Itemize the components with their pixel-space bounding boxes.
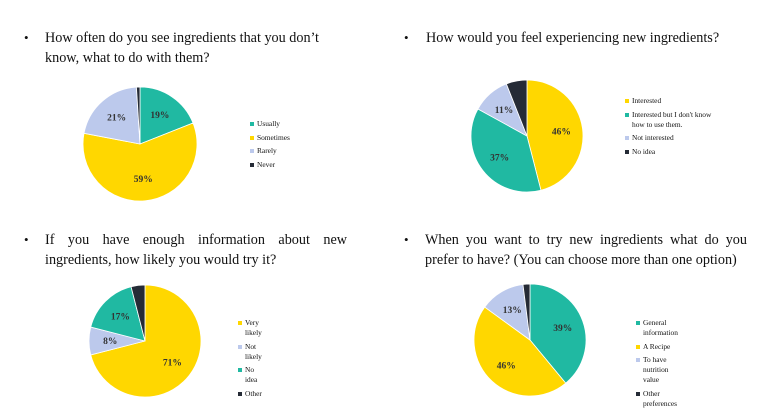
pie-slice-very-likely bbox=[90, 284, 202, 398]
chart-title: If you have enough information about new… bbox=[45, 230, 347, 270]
legend-label: Other preferences bbox=[643, 388, 678, 408]
legend-swatch bbox=[238, 368, 242, 372]
legend-item: Usually bbox=[250, 119, 290, 129]
legend-label: No idea bbox=[632, 146, 656, 156]
legend-label: Usually bbox=[257, 119, 280, 128]
legend-label: Very likely bbox=[245, 318, 262, 337]
data-label: 37% bbox=[490, 153, 509, 163]
pie-slice-rarely bbox=[83, 86, 141, 145]
data-label: 19% bbox=[150, 111, 169, 121]
legend-item: Not interested bbox=[625, 133, 720, 143]
data-label: 39% bbox=[553, 324, 572, 334]
chart-legend: Interested Interested but I don't know ho… bbox=[625, 96, 720, 160]
pie-chart: 71% 8% 17% bbox=[88, 284, 202, 398]
bullet: • bbox=[404, 232, 409, 247]
legend-item: Very likely bbox=[238, 318, 262, 338]
data-label: 46% bbox=[552, 128, 571, 138]
bullet: • bbox=[24, 30, 29, 45]
pie-chart: 39% 46% 13% bbox=[473, 283, 587, 397]
data-label: 71% bbox=[163, 358, 182, 368]
pie-slice-usually bbox=[139, 86, 194, 145]
pie-chart: 19% 59% 21% bbox=[82, 86, 198, 202]
chart-title: When you want to try new ingredients wha… bbox=[425, 230, 747, 270]
chart-title-line: prefer to have? (You can choose more tha… bbox=[425, 252, 737, 268]
legend-label: A Recipe bbox=[643, 341, 671, 351]
legend-label: General information bbox=[643, 318, 678, 337]
chart-title: How often do you see ingredients that yo… bbox=[45, 28, 345, 68]
legend-label: Sometimes bbox=[257, 132, 290, 142]
pie-chart: 46% 37% 11% bbox=[470, 79, 584, 193]
legend-label: Not interested bbox=[632, 133, 674, 142]
legend-swatch bbox=[625, 149, 629, 154]
legend-swatch bbox=[625, 99, 629, 103]
pie-slice-no-idea bbox=[90, 286, 146, 342]
legend-swatch bbox=[250, 122, 254, 126]
legend-swatch bbox=[636, 391, 640, 396]
legend-swatch bbox=[250, 149, 254, 153]
legend-swatch bbox=[238, 391, 242, 396]
data-label: 8% bbox=[103, 337, 117, 347]
legend-item: Other bbox=[238, 389, 262, 399]
chart-legend: Very likely Not likely No idea Other bbox=[238, 318, 262, 402]
pie-slice-interested bbox=[526, 79, 584, 191]
legend-swatch bbox=[636, 321, 640, 325]
chart-legend: Usually Sometimes Rarely Never bbox=[250, 119, 290, 173]
pie-slice-sometimes bbox=[82, 122, 198, 202]
legend-item: Interested but I don't know how to use t… bbox=[625, 110, 720, 130]
pie-slice-never bbox=[135, 86, 141, 145]
legend-label: Interested bbox=[632, 96, 662, 105]
chart-title-line: When you want to try new ingredients wha… bbox=[425, 232, 747, 248]
legend-swatch bbox=[238, 321, 242, 325]
bullet: • bbox=[404, 30, 409, 45]
chart-title-line: How often do you see ingredients that yo… bbox=[45, 30, 319, 46]
chart-title-line: If you have enough information about new bbox=[45, 232, 347, 248]
pie-slice-general-information bbox=[529, 283, 587, 384]
data-label: 11% bbox=[495, 106, 513, 116]
legend-label: Never bbox=[257, 159, 276, 169]
legend-label: No idea bbox=[245, 365, 258, 384]
legend-item: A Recipe bbox=[636, 342, 678, 352]
legend-label: To have nutrition value bbox=[643, 355, 669, 384]
data-label: 17% bbox=[111, 312, 130, 322]
legend-swatch bbox=[238, 344, 242, 349]
legend-item: Rarely bbox=[250, 146, 290, 156]
legend-item: Never bbox=[250, 160, 290, 170]
pie-slice-a-recipe bbox=[473, 306, 567, 397]
legend-item: No idea bbox=[625, 147, 720, 157]
legend-swatch bbox=[625, 136, 629, 140]
chart-title-line: How would you feel experiencing new ingr… bbox=[426, 30, 720, 46]
legend-item: Not likely bbox=[238, 342, 262, 362]
legend-label: Rarely bbox=[257, 146, 277, 155]
pie-slice-no-idea bbox=[505, 79, 528, 137]
legend-item: Sometimes bbox=[250, 133, 290, 143]
legend-swatch bbox=[250, 162, 254, 167]
chart-title: How would you feel experiencing new ingr… bbox=[426, 28, 756, 48]
legend-label: Interested but I don't know how to use t… bbox=[632, 109, 712, 129]
data-label: 13% bbox=[503, 306, 522, 316]
legend-swatch bbox=[636, 344, 640, 349]
chart-title-line: know, what to do with them? bbox=[45, 50, 210, 66]
legend-swatch bbox=[625, 112, 629, 117]
legend-item: Interested bbox=[625, 96, 720, 106]
legend-item: General information bbox=[636, 318, 678, 338]
legend-item: To have nutrition value bbox=[636, 355, 678, 385]
data-label: 59% bbox=[134, 175, 153, 185]
legend-label: Not likely bbox=[245, 341, 262, 361]
pie-slice-other bbox=[130, 284, 146, 342]
legend-swatch bbox=[250, 135, 254, 140]
legend-item: Other preferences bbox=[636, 389, 678, 409]
legend-label: Other bbox=[245, 388, 262, 398]
bullet: • bbox=[24, 232, 29, 247]
data-label: 46% bbox=[497, 361, 516, 371]
chart-legend: General information A Recipe To have nutri… bbox=[636, 318, 678, 412]
data-label: 21% bbox=[107, 114, 126, 124]
pie-slice-interested-but-i-don-t-know-how-to-use-them bbox=[470, 108, 542, 193]
legend-item: No idea bbox=[238, 365, 262, 385]
legend-swatch bbox=[636, 358, 640, 362]
pie-slice-other-preferences bbox=[522, 283, 531, 341]
chart-title-line: ingredients, how likely you would try it… bbox=[45, 252, 277, 268]
